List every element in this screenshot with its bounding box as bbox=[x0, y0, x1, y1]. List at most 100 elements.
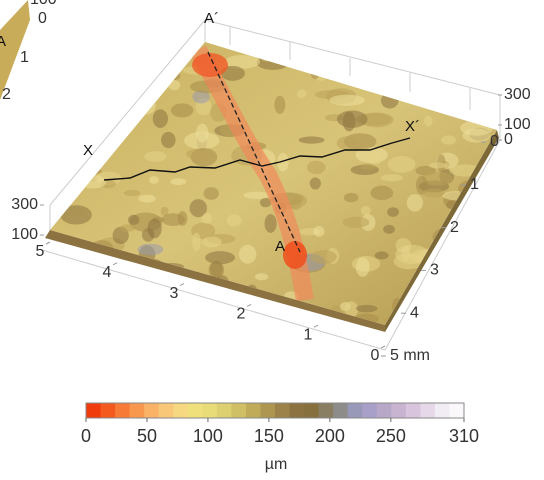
colorbar-segment bbox=[115, 403, 131, 418]
surface-bump bbox=[313, 226, 325, 237]
surface-bump bbox=[259, 197, 272, 208]
surface-bump bbox=[169, 71, 181, 81]
surface-bump bbox=[201, 236, 222, 248]
surface-bump bbox=[267, 45, 287, 55]
colorbar-segment bbox=[231, 403, 247, 418]
colorbar-segment bbox=[216, 403, 232, 418]
y-tick-label: 2 bbox=[450, 219, 459, 236]
surface-bump bbox=[380, 174, 403, 182]
surface-bump bbox=[256, 55, 290, 70]
colorbar-segment bbox=[173, 403, 189, 418]
surface-bump bbox=[401, 245, 411, 261]
x-tick-label: 5 bbox=[36, 243, 45, 260]
surface-bump bbox=[451, 265, 462, 279]
surface-bump bbox=[183, 299, 203, 320]
surface-bump bbox=[126, 106, 147, 117]
colorbar-tick-label: 100 bbox=[193, 426, 223, 446]
surface-bump bbox=[71, 54, 85, 65]
surface-bump bbox=[416, 175, 428, 195]
surface-bump bbox=[161, 213, 185, 227]
y-tick-label: 3 bbox=[430, 262, 439, 279]
surface-bump bbox=[464, 62, 483, 70]
surface-bump bbox=[184, 131, 220, 150]
surface-bump bbox=[176, 53, 187, 65]
surface-bump bbox=[144, 151, 167, 162]
surface-bump bbox=[383, 224, 395, 234]
surface-bump bbox=[343, 192, 359, 203]
z-tick-label: 300 bbox=[11, 196, 38, 213]
colorbar-segment bbox=[449, 403, 465, 418]
surface-bump bbox=[102, 62, 127, 73]
surface-bump bbox=[469, 300, 497, 318]
surface-bump bbox=[147, 218, 162, 239]
surface-bump bbox=[192, 232, 201, 252]
colorbar-segment bbox=[362, 403, 378, 418]
surface-bump bbox=[274, 95, 286, 114]
annotation: X´ bbox=[405, 118, 420, 135]
colorbar-frame bbox=[85, 402, 465, 419]
surface-bump bbox=[336, 42, 346, 47]
surface-bump bbox=[462, 128, 491, 143]
cropped-label: 2 bbox=[2, 86, 11, 103]
colorbar-segment bbox=[187, 403, 203, 418]
surface-bump bbox=[160, 42, 181, 49]
tick-mark bbox=[179, 283, 185, 287]
colorbar-segment bbox=[245, 403, 261, 418]
surface-bump bbox=[50, 172, 51, 187]
surface-bump bbox=[255, 42, 280, 57]
surface-bump bbox=[170, 103, 194, 118]
y-tick-label: 1 bbox=[470, 176, 479, 193]
z-tick-label: 100 bbox=[11, 226, 38, 243]
surface-bump bbox=[205, 251, 236, 265]
plot-box bbox=[41, 19, 501, 351]
surface-bump bbox=[474, 42, 495, 50]
colorbar-segment bbox=[275, 403, 291, 418]
y-tick-label: 4 bbox=[410, 304, 419, 321]
surface-bump bbox=[98, 81, 110, 94]
surface-bump bbox=[328, 62, 364, 81]
colorbar-segment bbox=[260, 403, 276, 418]
surface-bump bbox=[477, 248, 497, 265]
surface-bump bbox=[310, 61, 321, 80]
surface-bump bbox=[61, 47, 95, 67]
tick-mark bbox=[313, 324, 319, 328]
surface-bump bbox=[390, 42, 420, 51]
surface-bump bbox=[72, 168, 103, 175]
colorbar-tick-label: 310 bbox=[449, 426, 479, 446]
surface-bump bbox=[296, 89, 307, 99]
surface-bump bbox=[82, 42, 113, 48]
surface-bump bbox=[152, 109, 168, 129]
x-tick-label: 2 bbox=[237, 306, 246, 323]
surface-bump bbox=[50, 186, 66, 205]
surface-bump bbox=[85, 82, 116, 102]
surface-bump bbox=[239, 42, 248, 51]
surface-side bbox=[385, 130, 499, 332]
surface-bump bbox=[254, 273, 269, 281]
colorbar-segment bbox=[202, 403, 218, 418]
surface-bump bbox=[417, 84, 431, 102]
surface-bump bbox=[489, 223, 497, 239]
surface-bump bbox=[479, 165, 497, 180]
surface-bump bbox=[309, 177, 321, 190]
surface-bump bbox=[447, 66, 476, 82]
surface-bump bbox=[170, 178, 187, 186]
surface-bump bbox=[160, 206, 169, 216]
surface-bump bbox=[79, 70, 88, 88]
surface-bump bbox=[101, 313, 113, 325]
surface-bump bbox=[66, 97, 79, 111]
colorbar-segment bbox=[100, 403, 116, 418]
surface-bump bbox=[264, 214, 277, 233]
x-tick-label: 1 bbox=[304, 326, 313, 343]
surface-bump bbox=[60, 205, 92, 225]
surface-bump bbox=[387, 207, 399, 217]
x-tick-label: 3 bbox=[170, 285, 179, 302]
surface-bump bbox=[361, 63, 391, 80]
surface-bump bbox=[208, 260, 225, 280]
cropped-label: 100 bbox=[30, 0, 57, 8]
surface-bump bbox=[355, 257, 370, 277]
colorbar-segment bbox=[129, 403, 145, 418]
section-line-a bbox=[207, 51, 301, 253]
y-tick-label: 5 mm bbox=[390, 347, 430, 364]
surface-bump bbox=[220, 65, 245, 81]
